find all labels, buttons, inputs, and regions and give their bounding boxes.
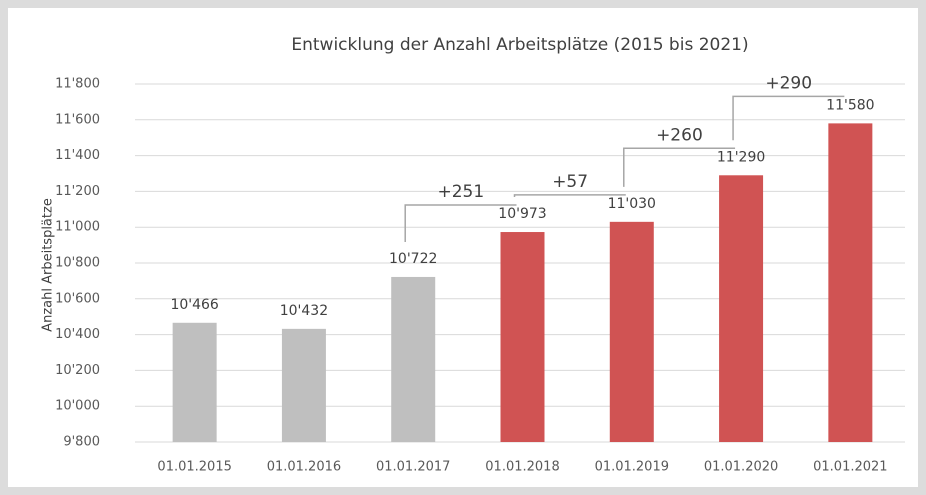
chart-title: Entwicklung der Anzahl Arbeitsplätze (20…	[291, 35, 748, 55]
bar	[828, 123, 873, 442]
data-label: 10'466	[170, 297, 218, 313]
x-tick-label: 01.01.2017	[376, 460, 450, 475]
y-axis-label: Anzahl Arbeitsplätze	[41, 198, 56, 332]
x-tick-label: 01.01.2021	[813, 460, 887, 475]
y-tick-label: 11'400	[55, 148, 100, 163]
data-label: 10'722	[389, 251, 437, 267]
chart-panel	[8, 8, 918, 487]
annotation-bracket	[623, 147, 736, 187]
x-tick-label: 01.01.2016	[267, 460, 341, 475]
annotation-bracket	[404, 204, 517, 242]
y-tick-label: 9'800	[63, 435, 100, 450]
annotation-bracket	[732, 95, 845, 141]
annotation: +57	[552, 172, 588, 192]
annotation: +251	[438, 182, 485, 202]
annotation: +290	[765, 73, 812, 93]
data-label: 11'030	[608, 196, 656, 212]
annotation: +260	[656, 125, 703, 145]
y-tick-label: 10'000	[55, 399, 100, 414]
x-tick-label: 01.01.2020	[704, 460, 778, 475]
annotation-bracket	[513, 194, 626, 198]
y-tick-label: 10'400	[55, 327, 100, 342]
data-label: 11'290	[717, 149, 765, 165]
data-label: 11'580	[826, 97, 874, 113]
bar	[281, 328, 326, 442]
y-tick-label: 10'200	[55, 363, 100, 378]
y-tick-label: 10'600	[55, 291, 100, 306]
bar	[609, 221, 654, 442]
bar	[391, 276, 436, 442]
data-label: 10'432	[280, 303, 328, 319]
data-label: 10'973	[498, 206, 546, 222]
x-tick-label: 01.01.2018	[485, 460, 559, 475]
y-tick-label: 10'800	[55, 256, 100, 271]
bar	[172, 322, 217, 442]
y-tick-label: 11'800	[55, 77, 100, 92]
y-tick-label: 11'200	[55, 184, 100, 199]
y-tick-label: 11'600	[55, 112, 100, 127]
y-tick-label: 11'000	[55, 220, 100, 235]
bar	[500, 232, 545, 442]
x-tick-label: 01.01.2019	[595, 460, 669, 475]
x-tick-label: 01.01.2015	[157, 460, 231, 475]
bar	[719, 175, 764, 443]
